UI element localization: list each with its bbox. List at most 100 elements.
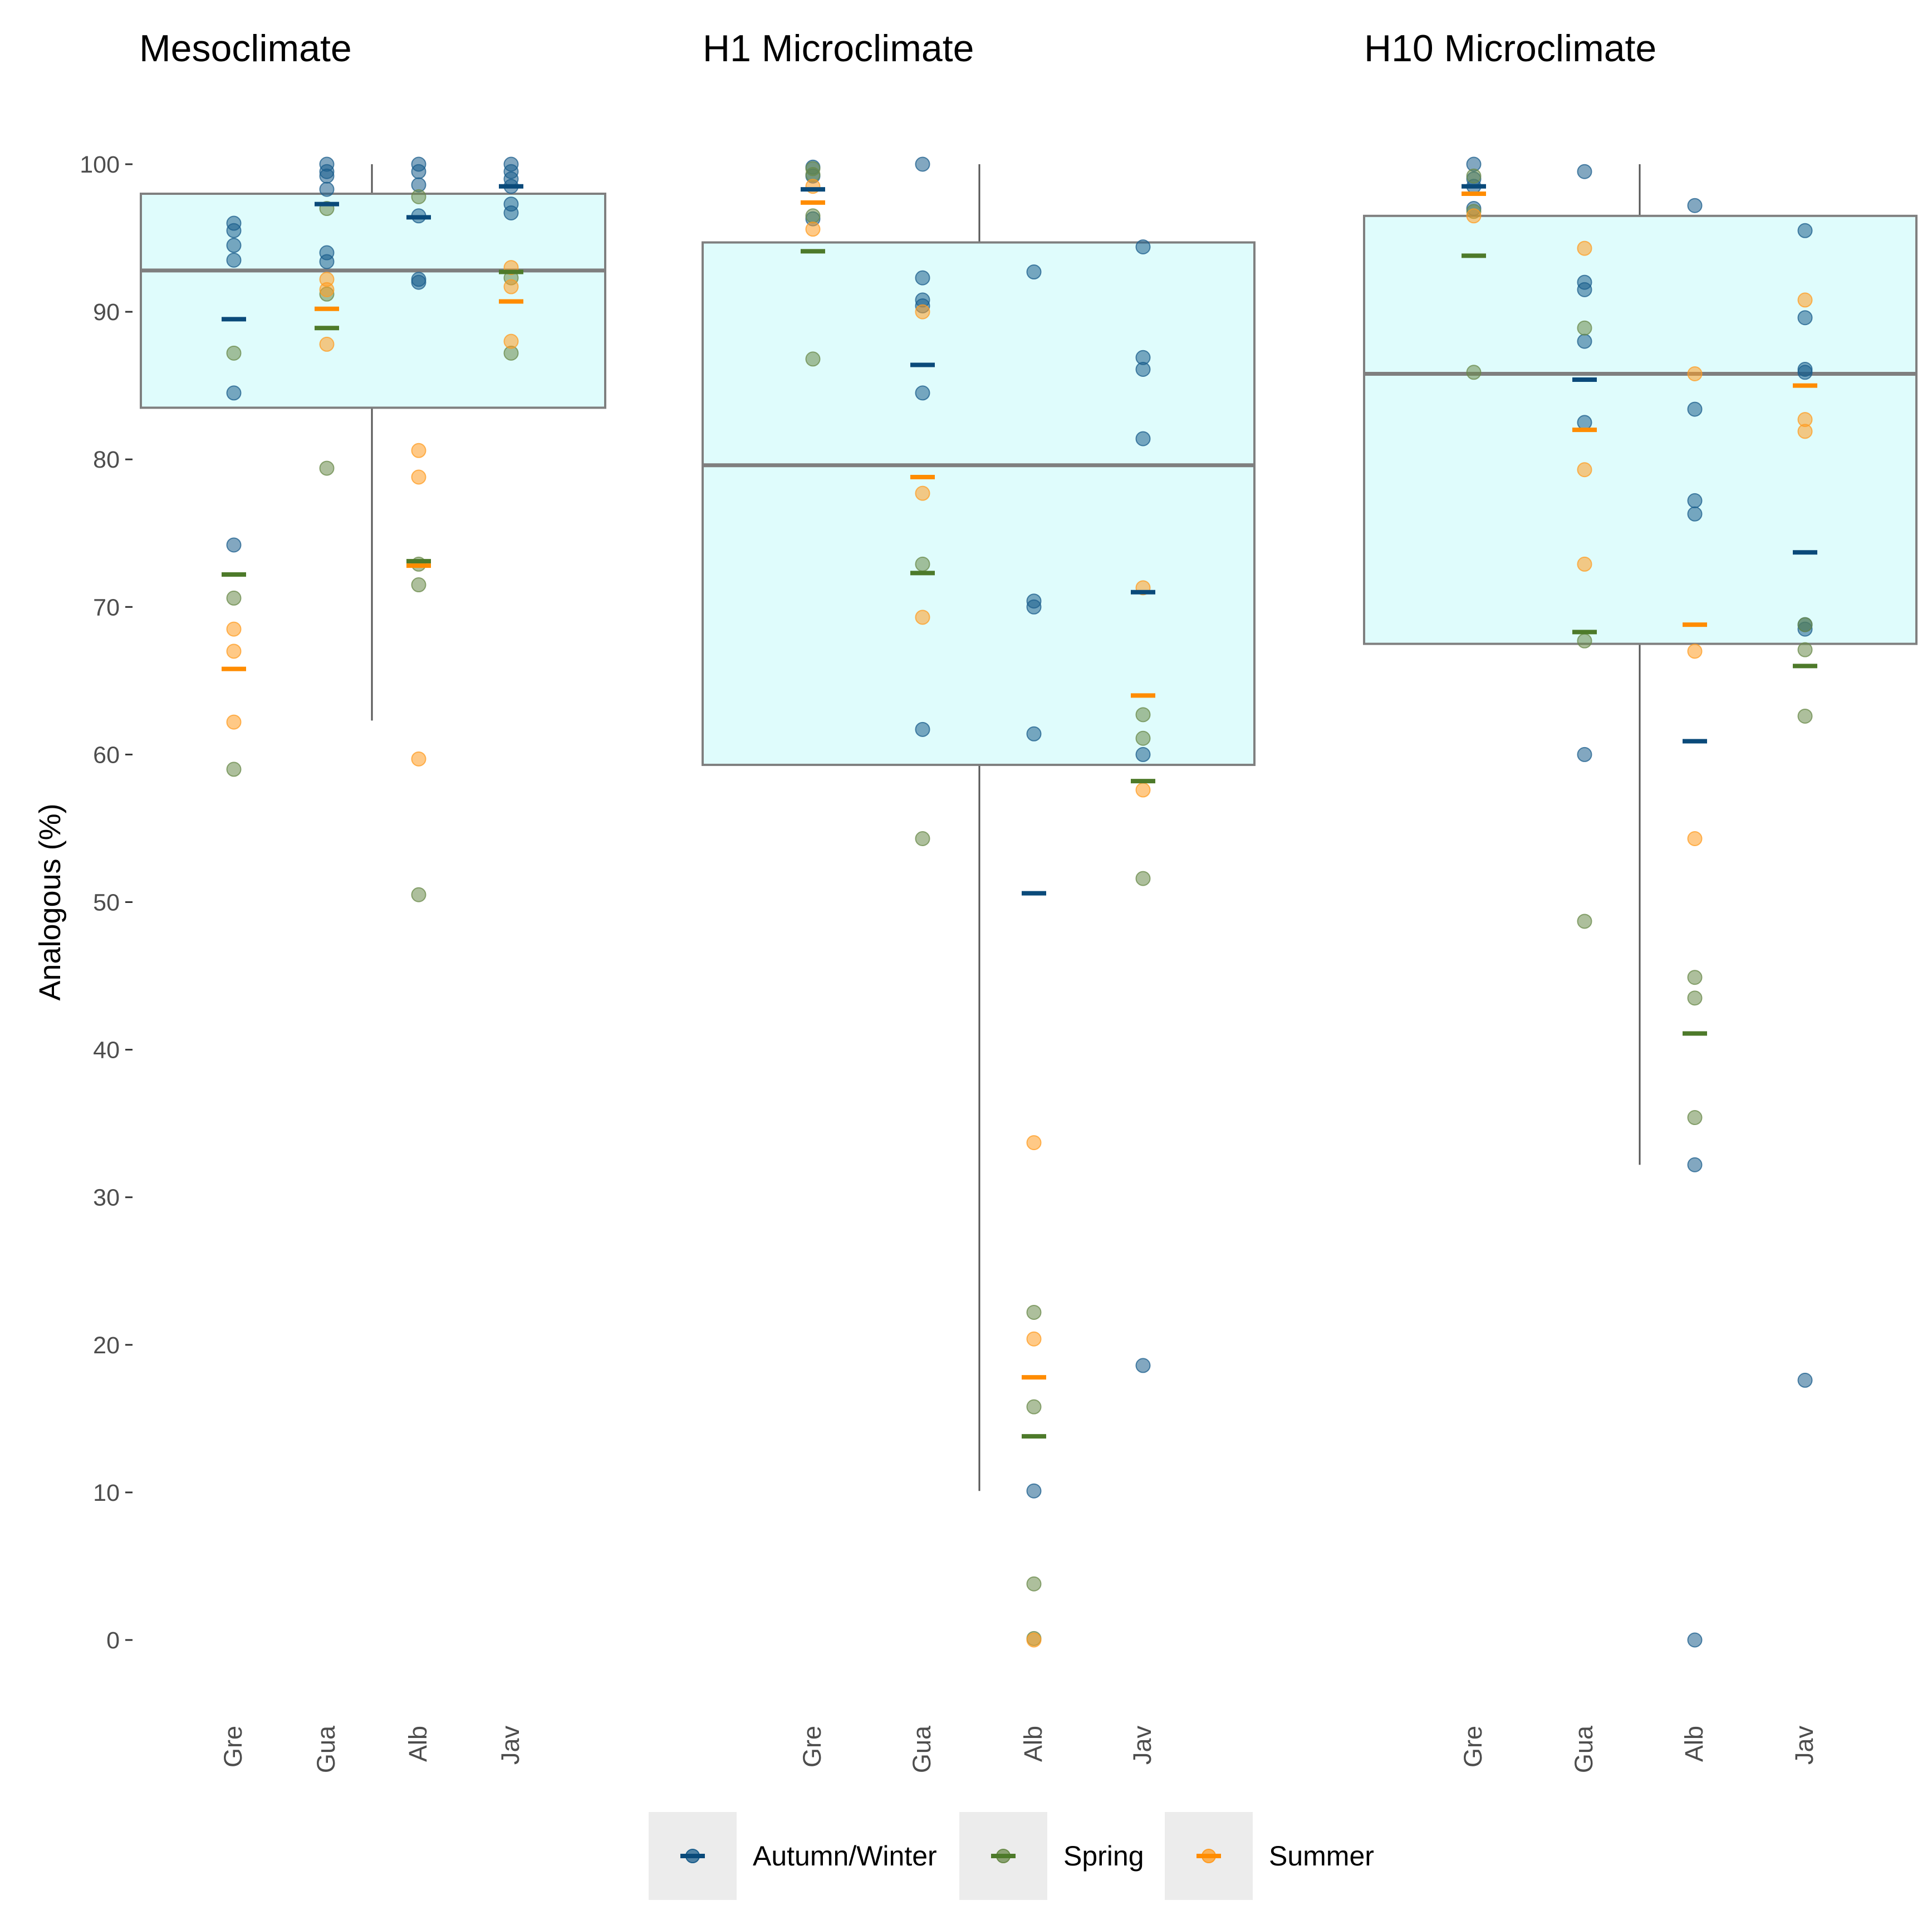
data-point: [805, 222, 821, 237]
y-tick-label: 60: [93, 742, 120, 768]
y-tick-label: 50: [93, 890, 120, 916]
data-point: [1026, 1399, 1042, 1415]
data-point: [1026, 1632, 1042, 1648]
iqr-box: [702, 241, 1256, 766]
y-tick-label: 0: [106, 1627, 120, 1654]
y-tick-label: 100: [80, 151, 120, 178]
y-tick-label: 70: [93, 594, 120, 621]
legend-label: Autumn/Winter: [753, 1840, 937, 1872]
x-tick-label: Jav: [496, 1726, 524, 1765]
data-point: [319, 336, 335, 352]
data-point: [1135, 782, 1151, 798]
data-point: [411, 164, 426, 179]
data-point: [411, 887, 426, 902]
data-point: [915, 610, 930, 625]
x-tick-label: Gua: [1570, 1725, 1598, 1773]
data-point: [915, 556, 930, 572]
data-point: [319, 181, 335, 197]
x-tick-label: Jav: [1790, 1726, 1818, 1765]
data-point: [1577, 633, 1592, 649]
data-point: [1797, 424, 1813, 439]
iqr-box: [1363, 214, 1918, 645]
data-point: [226, 762, 242, 777]
y-tick-label: 20: [93, 1332, 120, 1359]
data-point: [1577, 914, 1592, 929]
data-point: [1577, 333, 1592, 349]
x-tick-label: Alb: [404, 1726, 432, 1762]
data-point: [226, 714, 242, 730]
x-tick-label: Alb: [1019, 1726, 1047, 1762]
data-point: [1797, 310, 1813, 326]
data-point: [319, 460, 335, 476]
data-point: [1687, 831, 1703, 847]
data-point: [411, 443, 426, 458]
data-point: [1466, 168, 1482, 184]
data-point: [1026, 1483, 1042, 1499]
legend-label: Spring: [1063, 1840, 1144, 1872]
data-point: [1026, 599, 1042, 615]
data-point: [1797, 617, 1813, 632]
data-point: [1687, 401, 1703, 417]
y-tick-label: 80: [93, 446, 120, 473]
x-tick-label: Gre: [1459, 1726, 1487, 1767]
legend-item: Autumn/Winter: [649, 1812, 937, 1900]
legend-item: Summer: [1165, 1812, 1374, 1900]
data-point: [1687, 644, 1703, 659]
data-point: [1466, 365, 1482, 380]
data-point: [226, 644, 242, 659]
x-tick-label: Gre: [798, 1726, 826, 1767]
data-point: [1026, 1331, 1042, 1347]
series-autumn-winter: [226, 156, 519, 553]
data-point: [915, 304, 930, 320]
data-point: [1687, 1110, 1703, 1126]
panel-title: Mesoclimate: [139, 27, 352, 70]
data-point: [411, 189, 426, 204]
data-point: [805, 208, 821, 224]
data-point: [319, 168, 335, 184]
data-point: [411, 577, 426, 593]
y-axis: 0 10 20 30 40 50 60 70 80 90 100 Analogous (%): [33, 151, 133, 1654]
data-point: [915, 485, 930, 501]
data-point: [1135, 730, 1151, 746]
data-point: [915, 156, 930, 172]
data-point: [1577, 556, 1592, 572]
legend: Autumn/Winter Spring Summer: [649, 1812, 1374, 1900]
data-point: [1026, 1576, 1042, 1592]
data-point: [1135, 747, 1151, 762]
data-point: [1687, 1157, 1703, 1172]
data-point: [1687, 506, 1703, 522]
data-point: [1577, 747, 1592, 762]
data-point: [411, 469, 426, 485]
panel: H10 Microclimate Gre Gua Alb Jav: [1363, 27, 1918, 1773]
data-point: [1135, 239, 1151, 254]
panel: Mesoclimate Gre Gua Alb Jav: [139, 27, 606, 1773]
series-summer: [805, 179, 1151, 1648]
data-point: [1135, 431, 1151, 446]
data-point: [1797, 223, 1813, 238]
data-point: [319, 254, 335, 269]
data-point: [1577, 415, 1592, 430]
data-point: [1797, 642, 1813, 657]
data-point: [226, 537, 242, 553]
data-point: [1026, 264, 1042, 280]
series-summer: [1466, 208, 1813, 847]
data-point: [226, 252, 242, 268]
y-axis-label: Analogous (%): [33, 803, 67, 1000]
x-tick-label: Gua: [908, 1725, 936, 1773]
y-tick-label: 30: [93, 1185, 120, 1211]
data-point: [1687, 493, 1703, 508]
panel: H1 Microclimate Gre Gua Alb Jav: [702, 27, 1256, 1773]
series-summer: [226, 260, 519, 767]
legend-label: Summer: [1269, 1840, 1374, 1872]
data-point: [1135, 361, 1151, 377]
data-point: [1577, 320, 1592, 336]
data-point: [1687, 990, 1703, 1006]
data-point: [1466, 208, 1482, 224]
data-point: [226, 385, 242, 401]
x-tick-label: Jav: [1128, 1726, 1156, 1765]
data-point: [1135, 871, 1151, 886]
x-tick-label: Gre: [219, 1726, 247, 1767]
data-point: [1577, 282, 1592, 297]
